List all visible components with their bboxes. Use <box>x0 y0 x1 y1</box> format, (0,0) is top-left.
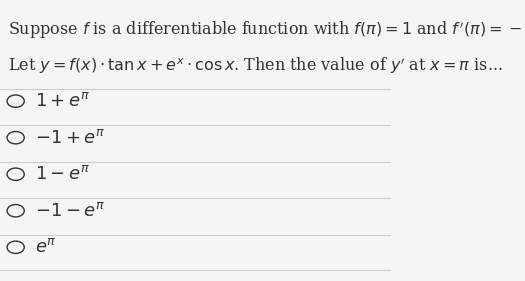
Text: $1-e^{\pi}$: $1-e^{\pi}$ <box>35 165 90 183</box>
Text: $e^{\pi}$: $e^{\pi}$ <box>35 238 57 256</box>
Text: Let $y=f(x)\cdot\tan x+e^x\cdot\cos x$. Then the value of $y'$ at $x=\pi$ is...: Let $y=f(x)\cdot\tan x+e^x\cdot\cos x$. … <box>8 56 502 76</box>
Text: $-1+e^{\pi}$: $-1+e^{\pi}$ <box>35 129 106 147</box>
Text: Suppose $f$ is a differentiable function with $f(\pi)=1$ and $f\,'(\pi)=-1$.: Suppose $f$ is a differentiable function… <box>8 20 525 41</box>
Text: $-1-e^{\pi}$: $-1-e^{\pi}$ <box>35 202 106 220</box>
Text: $1+e^{\pi}$: $1+e^{\pi}$ <box>35 92 90 110</box>
